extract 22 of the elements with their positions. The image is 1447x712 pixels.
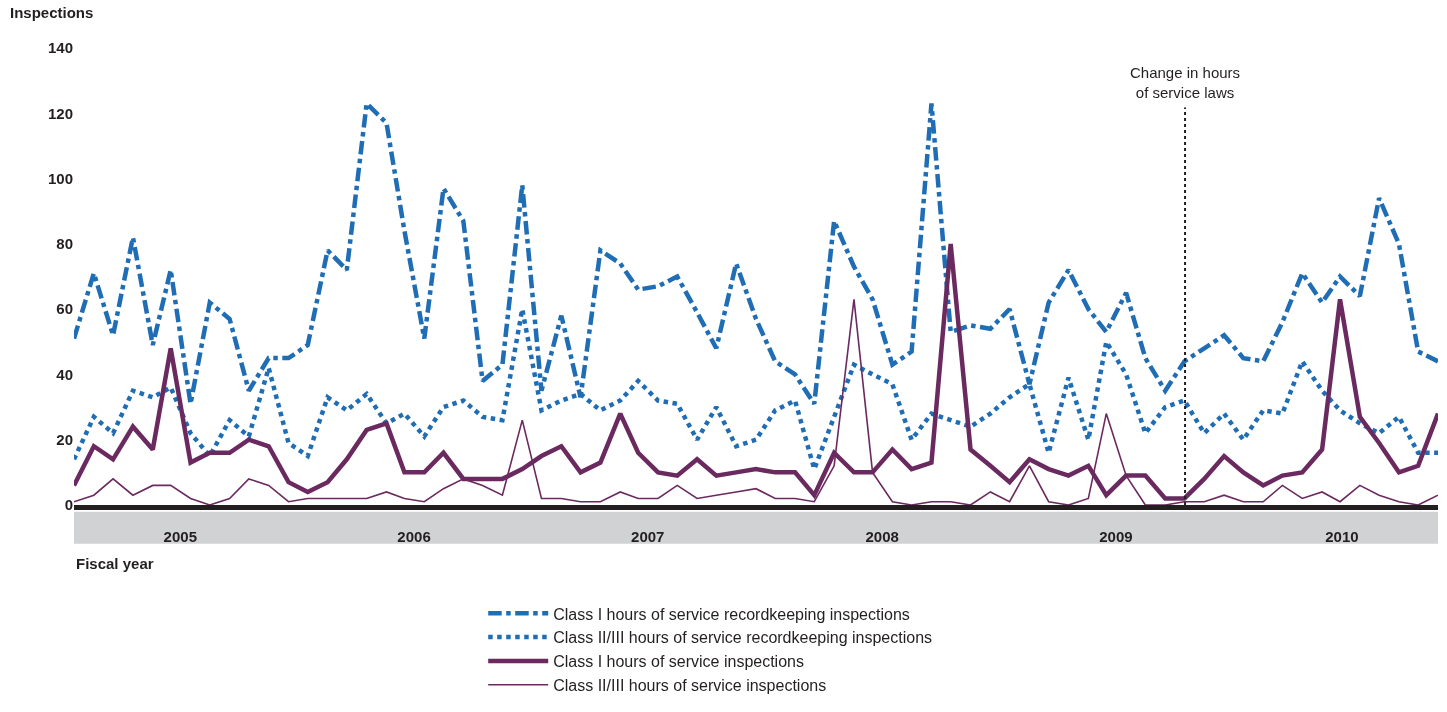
y-tick-label: 80 (56, 235, 73, 253)
y-tick-label: 40 (56, 365, 73, 383)
x-tick-label: 2009 (1099, 528, 1133, 545)
legend-label: Class I hours of service recordkeeping inspections (553, 605, 910, 623)
y-axis-title: Inspections (10, 4, 94, 21)
legend-label: Class I hours of service inspections (553, 653, 804, 671)
ref-line-label: Change in hours of service laws (1130, 64, 1241, 101)
y-tick-label: 20 (56, 430, 73, 448)
y-tick-label: 60 (56, 300, 73, 318)
x-axis-title: Fiscal year (76, 555, 154, 572)
x-tick-label: 2006 (397, 528, 431, 545)
y-tick-label: 100 (47, 169, 73, 187)
x-tick-label: 2010 (1325, 528, 1359, 545)
x-tick-label: 2005 (163, 528, 197, 545)
y-tick-label: 120 (47, 104, 73, 122)
x-tick-label: 2008 (865, 528, 899, 545)
legend-label: Class II/III hours of service inspections (553, 676, 827, 694)
legend-label: Class II/III hours of service recordkeeping inspections (553, 629, 933, 647)
y-tick-label: 140 (47, 39, 73, 57)
line-series (74, 241, 1438, 501)
y-tick-label: 0 (64, 496, 73, 514)
x-tick-label: 2007 (631, 528, 665, 545)
